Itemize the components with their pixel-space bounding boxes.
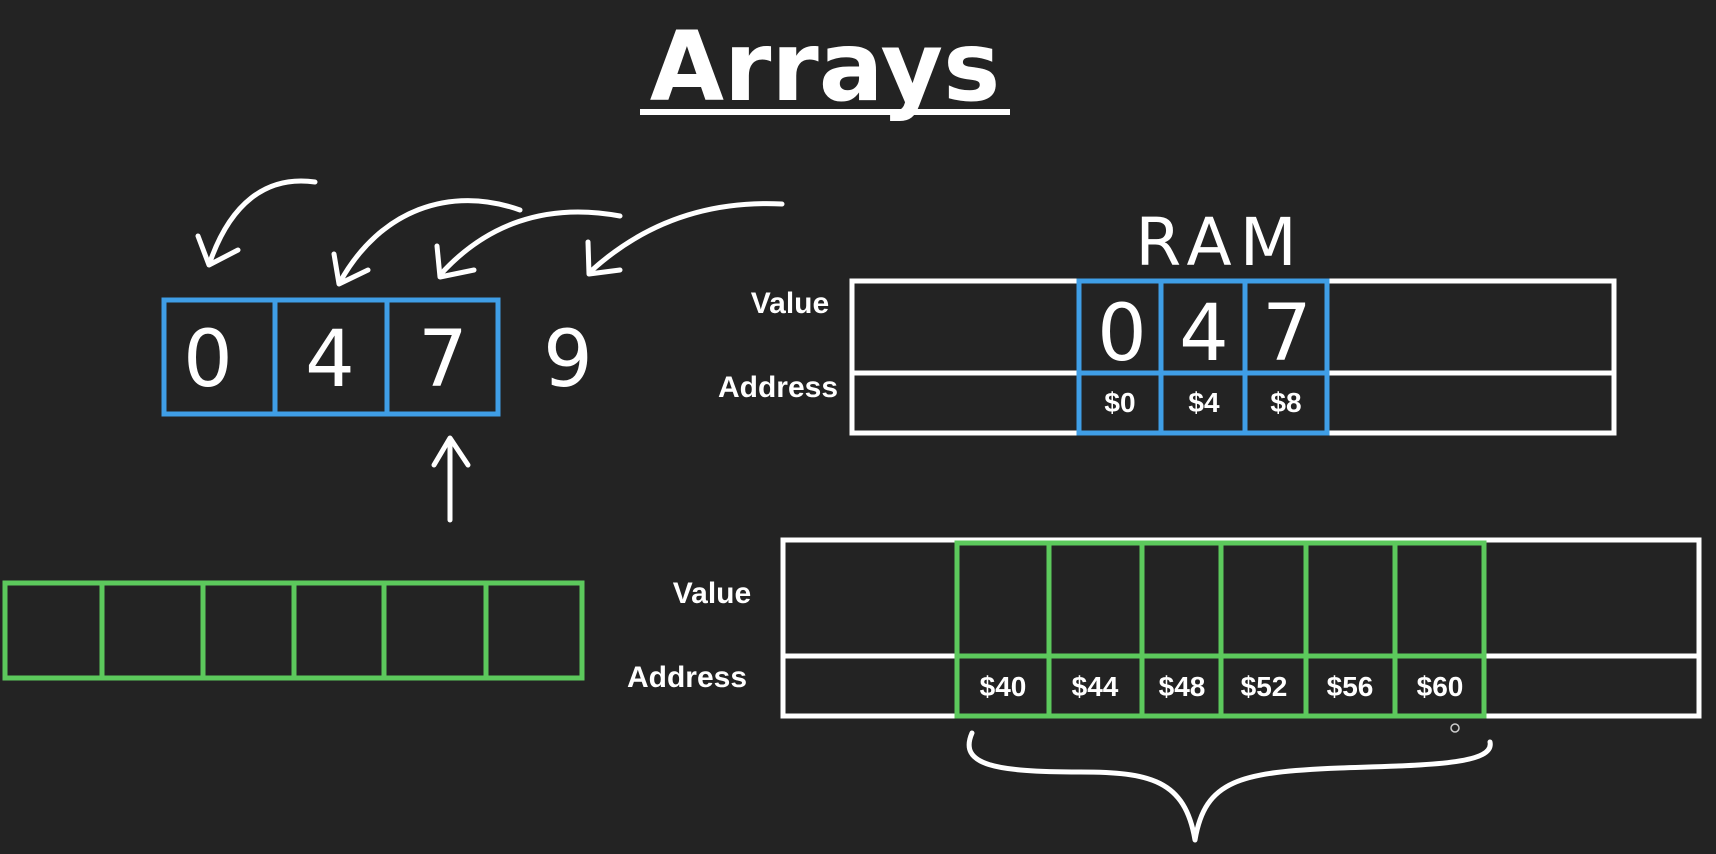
ram-address: $0 — [1104, 387, 1135, 418]
ram-lower-address: $60 — [1417, 671, 1464, 702]
small-array-value: 7 — [418, 315, 468, 405]
ram-value: 0 — [1097, 289, 1147, 379]
ram-lower: Value Address $40 $44 $48 $52 $56 $60 — [627, 537, 1702, 733]
arrow-icon — [585, 201, 785, 277]
ram-lower-address: $48 — [1159, 671, 1206, 702]
ram-value-label: Value — [751, 287, 829, 320]
ram-lower-address: $40 — [980, 671, 1027, 702]
cursor-dot-icon — [1450, 723, 1460, 733]
small-array: 0 4 7 9 — [161, 297, 593, 417]
pointer-arrows — [195, 178, 785, 287]
ram-value: 4 — [1179, 289, 1229, 379]
ram-address: $4 — [1188, 387, 1220, 418]
ram-lower-address: $56 — [1327, 671, 1374, 702]
arrow-icon — [195, 178, 318, 268]
small-array-value: 0 — [183, 315, 233, 405]
green-array — [2, 580, 585, 681]
ram-lower-address: $52 — [1241, 671, 1288, 702]
ram-address-label: Address — [718, 371, 838, 404]
ram-lower-value-label: Value — [673, 577, 751, 610]
arrow-icon — [331, 198, 523, 287]
small-array-next-value: 9 — [543, 315, 593, 405]
arrow-icon — [434, 209, 623, 280]
ram-lower-address: $44 — [1072, 671, 1119, 702]
ram-lower-address-label: Address — [627, 661, 747, 694]
curly-brace-icon — [966, 730, 1493, 843]
page-title: Arrays — [650, 11, 1001, 123]
ram-address: $8 — [1270, 387, 1301, 418]
up-arrow-icon — [431, 435, 471, 523]
ram-label: RAM — [1135, 204, 1304, 281]
small-array-value: 4 — [305, 315, 355, 405]
ram-upper: Value Address 0 4 7 $0 $4 $8 — [718, 278, 1617, 436]
ram-value: 7 — [1262, 289, 1312, 379]
